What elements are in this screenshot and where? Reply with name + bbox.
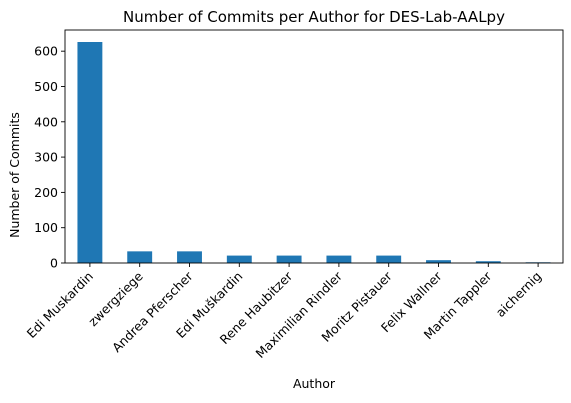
y-tick-label: 600 [34,44,58,59]
bar-edi-muskardin [77,42,103,263]
y-tick-label: 300 [34,150,58,165]
y-tick-label: 100 [34,220,58,235]
bar-moritz-pistauer [376,255,402,263]
bar-rene-haubitzer [276,255,302,263]
y-tick-label: 0 [50,256,58,271]
y-tick-label: 400 [34,114,58,129]
bar-edi-mu-kardin [226,255,252,263]
y-tick-label: 500 [34,79,58,94]
x-tick-label: Edi Muskardin [24,269,96,341]
y-tick-label: 200 [34,185,58,200]
y-axis-label: Number of Commits [7,112,22,238]
x-axis-label: Author [293,376,336,391]
bar-martin-tappler [475,261,501,263]
bar-maximilian-rindler [326,255,352,263]
bar-felix-wallner [426,260,451,263]
plot-area [64,29,564,264]
x-tick-label: Maximilian Rindler [253,268,346,361]
x-tick-label: aichernig [493,269,545,321]
y-axis: 0 100 200 300 400 500 600 [34,44,65,271]
chart-title: Number of Commits per Author for DES-Lab… [123,8,505,26]
plot-frame [64,29,564,264]
bar-andrea-pferscher [177,251,202,263]
bar-zwergziege [127,251,153,263]
